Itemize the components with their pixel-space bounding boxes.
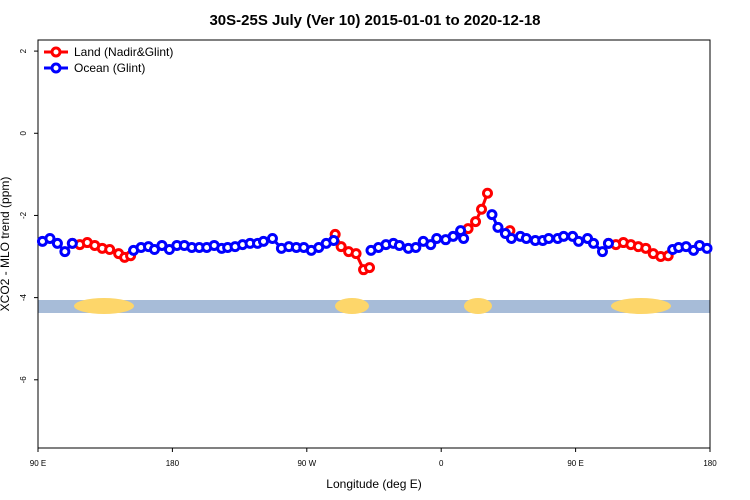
- series-point: [481, 187, 493, 199]
- land-band: [335, 298, 369, 314]
- series-point: [596, 246, 608, 258]
- series-point: [51, 237, 63, 249]
- series-point: [476, 203, 488, 215]
- series-point: [257, 235, 269, 247]
- series-point: [447, 230, 459, 242]
- y-tick-label: 2: [19, 48, 28, 53]
- series-point: [410, 241, 422, 253]
- series-point: [328, 235, 340, 247]
- legend-label: Ocean (Glint): [74, 61, 145, 75]
- chart-title: 30S-25S July (Ver 10) 2015-01-01 to 2020…: [209, 12, 540, 29]
- x-tick-label: 180: [166, 459, 180, 468]
- x-tick-label: 0: [439, 459, 444, 468]
- series-point: [59, 246, 71, 258]
- series-point: [640, 242, 652, 254]
- series-point: [266, 232, 278, 244]
- series-point: [425, 239, 437, 251]
- series-point: [543, 232, 555, 244]
- series-point: [505, 232, 517, 244]
- x-axis-label: Longitude (deg E): [326, 477, 421, 491]
- series-point: [602, 237, 614, 249]
- series-point: [492, 221, 504, 233]
- series-point: [486, 209, 498, 221]
- y-tick-label: -4: [19, 294, 28, 302]
- y-tick-label: -6: [19, 376, 28, 384]
- series-point: [364, 262, 376, 274]
- y-tick-label: 0: [19, 130, 28, 135]
- land-band: [74, 298, 134, 314]
- land-ocean-band: [38, 298, 710, 314]
- ocean-band: [38, 300, 710, 313]
- series-point: [350, 248, 362, 260]
- series-point: [66, 237, 78, 249]
- series-point: [393, 239, 405, 251]
- legend-label: Land (Nadir&Glint): [74, 45, 173, 59]
- series-point: [520, 232, 532, 244]
- series-point: [44, 232, 56, 244]
- series-point: [335, 241, 347, 253]
- series-point: [573, 235, 585, 247]
- y-axis-label: XCO2 - MLO trend (ppm): [0, 177, 12, 312]
- legend-marker: [50, 62, 62, 74]
- land-band: [611, 298, 671, 314]
- y-tick-label: -2: [19, 211, 28, 219]
- x-tick-label: 90 W: [297, 459, 316, 468]
- series-point: [701, 242, 713, 254]
- legend-marker: [50, 46, 62, 58]
- series-point: [458, 232, 470, 244]
- land-band: [464, 298, 492, 314]
- series-point: [470, 216, 482, 228]
- series-point: [588, 237, 600, 249]
- x-tick-label: 180: [703, 459, 717, 468]
- series-point: [431, 232, 443, 244]
- series-point: [104, 244, 116, 256]
- series-point: [558, 230, 570, 242]
- x-tick-label: 90 E: [567, 459, 583, 468]
- x-tick-label: 90 E: [30, 459, 46, 468]
